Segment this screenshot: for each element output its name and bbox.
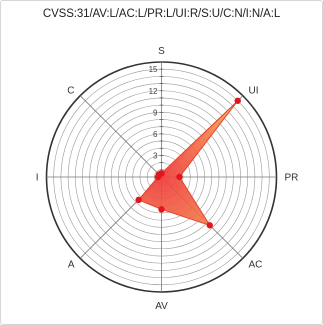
data-points xyxy=(135,97,241,229)
data-point-c xyxy=(155,171,163,178)
radial-tick-labels: 3 6 9 12 15 xyxy=(149,61,164,171)
axis-label-a: A xyxy=(68,259,75,270)
data-point-pr xyxy=(176,173,183,181)
axis-label-av: AV xyxy=(155,301,168,312)
axis-label-pr: PR xyxy=(285,173,299,184)
axis-label-i: I xyxy=(36,173,39,184)
data-point-ac xyxy=(206,222,213,229)
data-area xyxy=(137,100,239,227)
data-point-a xyxy=(135,196,142,204)
axis-label-s: S xyxy=(158,46,165,57)
tick-label: 15 xyxy=(149,65,158,74)
tick-label: 3 xyxy=(153,151,158,160)
axis-label-c: C xyxy=(67,86,74,97)
data-point-av xyxy=(158,206,165,213)
axis-label-ac: AC xyxy=(248,259,262,270)
tick-label: 6 xyxy=(153,130,158,139)
axis-line-c xyxy=(79,95,162,178)
data-point-ui xyxy=(234,97,241,104)
chart-title: CVSS:31/AV:L/AC:L/PR:L/UI:R/S:U/C:N/I:N/… xyxy=(42,8,281,20)
tick-label: 9 xyxy=(153,108,158,117)
data-polygon xyxy=(137,100,239,227)
axis-labels: S UI PR AC AV A I C xyxy=(36,46,299,312)
tick-label: 12 xyxy=(149,87,158,96)
axis-label-ui: UI xyxy=(248,86,258,97)
